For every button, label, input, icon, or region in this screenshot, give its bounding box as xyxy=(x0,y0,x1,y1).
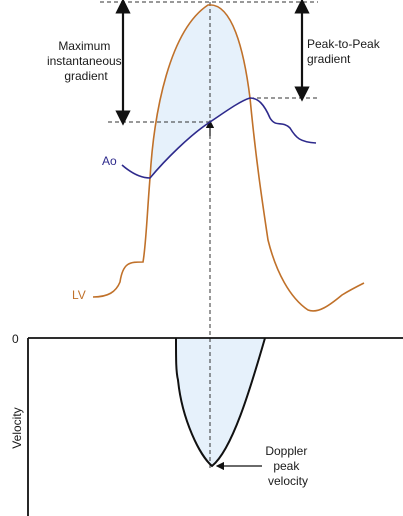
ao-curve-label: Ao xyxy=(102,154,117,168)
doppler-envelope-outline xyxy=(175,337,266,468)
doppler-peak-label: Doppler peak velocity xyxy=(265,444,310,488)
velocity-axis-label: Velocity xyxy=(10,407,24,448)
peak-to-peak-label: Peak-to-Peak gradient xyxy=(307,37,383,66)
ao-pressure-curve xyxy=(121,97,317,179)
max-gradient-label: Maximum instantaneous gradient xyxy=(47,39,125,83)
doppler-envelope-shading xyxy=(176,338,265,466)
lv-pressure-curve xyxy=(92,4,365,312)
velocity-zero-label: 0 xyxy=(12,332,19,346)
lv-curve-label: LV xyxy=(72,288,86,302)
pressure-gradient-shading xyxy=(150,4,250,179)
